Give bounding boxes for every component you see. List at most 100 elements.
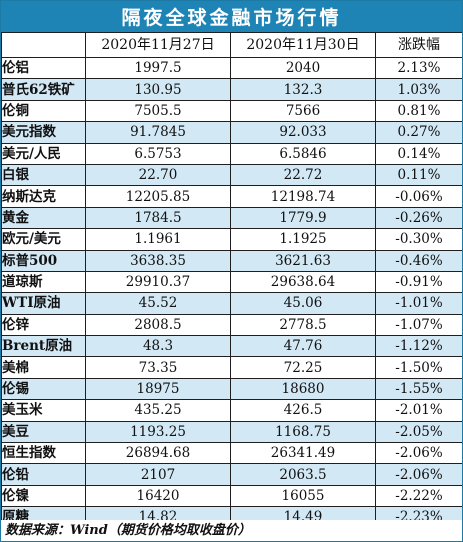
row-value-date1: 130.95 [85, 78, 231, 101]
table-row: Brent原油 48.3 47.76 -1.12% [1, 335, 462, 358]
table-row: 白银 22.70 22.72 0.11% [1, 163, 462, 187]
row-value-date2: 1168.75 [230, 420, 376, 444]
row-change: -0.30% [375, 228, 462, 251]
row-name: 欧元/美元 [1, 228, 86, 251]
table-row: 美元指数 91.7845 92.033 0.27% [1, 121, 462, 144]
row-change: -2.05% [375, 420, 462, 444]
row-value-date1: 1784.5 [85, 206, 231, 230]
row-value-date2: 16055 [230, 484, 376, 508]
row-value-date1: 6.5753 [85, 142, 231, 165]
row-name: 美玉米 [1, 399, 86, 422]
table-row: 伦铝 1997.5 2040 2.13% [1, 56, 462, 80]
row-value-date2: 47.76 [230, 335, 376, 358]
table-row: 伦镍 16420 16055 -2.22% [1, 484, 462, 508]
row-value-date2: 2063.5 [230, 463, 376, 486]
row-name: 美棉 [1, 356, 86, 379]
row-name: 美元/人民 [1, 142, 86, 165]
row-value-date2: 45.06 [230, 292, 376, 315]
row-value-date2: 426.5 [230, 399, 376, 422]
row-name: 伦锡 [1, 377, 86, 401]
table-row: 普氏62铁矿 130.95 132.3 1.03% [1, 78, 462, 101]
row-value-date1: 7505.5 [85, 99, 231, 123]
row-name: 黄金 [1, 206, 86, 230]
row-name: 白银 [1, 163, 86, 187]
table-row: 伦锌 2808.5 2778.5 -1.07% [1, 313, 462, 337]
row-change: 0.27% [375, 121, 462, 144]
row-change: -2.06% [375, 442, 462, 465]
row-value-date1: 12205.85 [85, 185, 231, 208]
row-value-date1: 45.52 [85, 292, 231, 315]
row-change: -0.06% [375, 185, 462, 208]
row-value-date2: 1779.9 [230, 206, 376, 230]
column-header-change: 涨跌幅 [375, 32, 462, 58]
row-name: 美豆 [1, 420, 86, 444]
table-row: 纳斯达克 12205.85 12198.74 -0.06% [1, 185, 462, 208]
column-header-date2: 2020年11月30日 [230, 32, 376, 58]
table-header-row: 2020年11月27日 2020年11月30日 涨跌幅 [1, 32, 462, 58]
row-value-date1: 16420 [85, 484, 231, 508]
market-table: 2020年11月27日 2020年11月30日 涨跌幅 伦铝 1997.5 2040… [1, 32, 462, 529]
row-change: 0.11% [375, 163, 462, 187]
table-row: 伦铜 7505.5 7566 0.81% [1, 99, 462, 123]
row-value-date1: 18975 [85, 377, 231, 401]
data-source-note: 数据来源：Wind（期货价格均取收盘价） [1, 520, 462, 541]
row-change: -2.22% [375, 484, 462, 508]
row-value-date1: 1997.5 [85, 56, 231, 80]
page-title: 隔夜全球金融市场行情 [1, 1, 462, 32]
table-row: 伦铅 2107 2063.5 -2.06% [1, 463, 462, 486]
table-body: 伦铝 1997.5 2040 2.13% 普氏62铁矿 130.95 132.3 1.03% 伦… [1, 56, 462, 529]
row-value-date2: 6.5846 [230, 142, 376, 165]
row-value-date2: 3621.63 [230, 249, 376, 272]
row-value-date1: 48.3 [85, 335, 231, 358]
row-name: 伦铝 [1, 56, 86, 80]
row-value-date2: 2778.5 [230, 313, 376, 337]
table-row: 标普500 3638.35 3621.63 -0.46% [1, 249, 462, 272]
row-change: -2.06% [375, 463, 462, 486]
table-row: 黄金 1784.5 1779.9 -0.26% [1, 206, 462, 230]
row-name: 美元指数 [1, 121, 86, 144]
row-value-date2: 7566 [230, 99, 376, 123]
row-name: 普氏62铁矿 [1, 78, 86, 101]
row-value-date2: 92.033 [230, 121, 376, 144]
row-change: -1.01% [375, 292, 462, 315]
row-change: -0.46% [375, 249, 462, 272]
row-name: WTI原油 [1, 292, 86, 315]
row-value-date2: 132.3 [230, 78, 376, 101]
row-name: 伦锌 [1, 313, 86, 337]
row-value-date1: 29910.37 [85, 270, 231, 294]
table-row: 美元/人民 6.5753 6.5846 0.14% [1, 142, 462, 165]
column-header-date1: 2020年11月27日 [85, 32, 231, 58]
column-header-name [1, 32, 86, 58]
row-value-date1: 435.25 [85, 399, 231, 422]
row-value-date1: 26894.68 [85, 442, 231, 465]
row-value-date2: 72.25 [230, 356, 376, 379]
row-change: -2.01% [375, 399, 462, 422]
row-change: 1.03% [375, 78, 462, 101]
row-name: 伦镍 [1, 484, 86, 508]
row-change: 0.14% [375, 142, 462, 165]
table-row: 美豆 1193.25 1168.75 -2.05% [1, 420, 462, 444]
row-value-date1: 3638.35 [85, 249, 231, 272]
row-change: 2.13% [375, 56, 462, 80]
row-value-date1: 91.7845 [85, 121, 231, 144]
row-change: -1.50% [375, 356, 462, 379]
row-value-date1: 2808.5 [85, 313, 231, 337]
row-value-date2: 26341.49 [230, 442, 376, 465]
row-value-date2: 18680 [230, 377, 376, 401]
row-value-date2: 22.72 [230, 163, 376, 187]
table-row: 欧元/美元 1.1961 1.1925 -0.30% [1, 228, 462, 251]
table-row: 美棉 73.35 72.25 -1.50% [1, 356, 462, 379]
table-row: 恒生指数 26894.68 26341.49 -2.06% [1, 442, 462, 465]
row-value-date1: 22.70 [85, 163, 231, 187]
table-row: WTI原油 45.52 45.06 -1.01% [1, 292, 462, 315]
row-name: 纳斯达克 [1, 185, 86, 208]
table-row: 美玉米 435.25 426.5 -2.01% [1, 399, 462, 422]
row-name: 伦铜 [1, 99, 86, 123]
row-change: 0.81% [375, 99, 462, 123]
row-name: 标普500 [1, 249, 86, 272]
row-name: Brent原油 [1, 335, 86, 358]
row-name: 伦铅 [1, 463, 86, 486]
row-name: 道琼斯 [1, 270, 86, 294]
table-row: 伦锡 18975 18680 -1.55% [1, 377, 462, 401]
